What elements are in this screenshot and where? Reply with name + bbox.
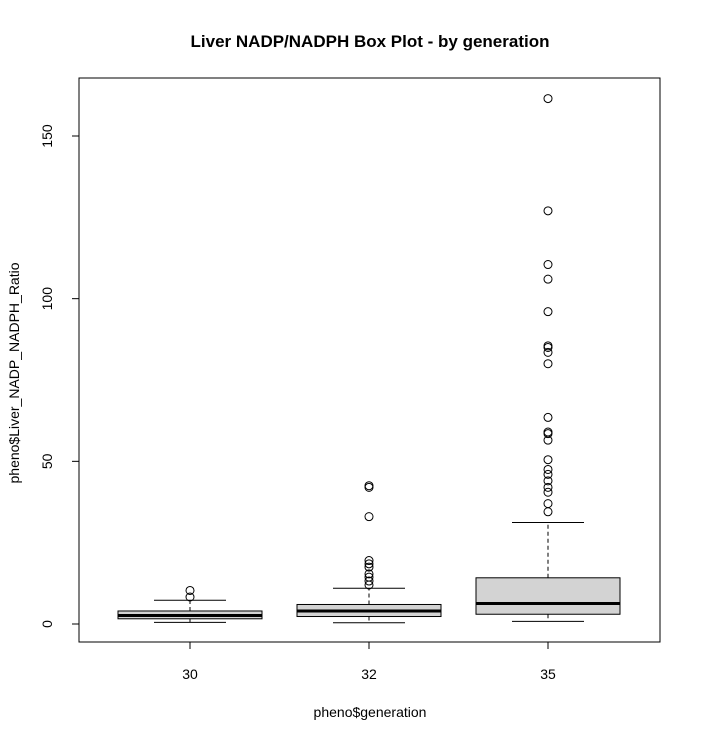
box-group: [296, 481, 442, 624]
outlier-point: [543, 455, 553, 465]
outlier-point: [543, 412, 553, 422]
outlier-point: [543, 476, 553, 486]
outlier-point: [543, 341, 553, 351]
y-tick-label: 0: [39, 620, 55, 628]
outlier-point: [364, 576, 374, 586]
box-group: [117, 585, 263, 623]
y-tick-label: 100: [39, 287, 55, 311]
x-axis: 30 32 35: [182, 641, 556, 682]
outlier-point: [364, 512, 374, 522]
outlier-point: [543, 94, 553, 104]
outlier-point: [364, 481, 374, 491]
outlier-point: [543, 427, 553, 437]
outlier-point: [543, 499, 553, 509]
y-axis: 0 50 100 150: [39, 124, 80, 628]
outlier-point: [185, 592, 195, 602]
y-axis-label: pheno$Liver_NADP_NADPH_Ratio: [6, 262, 22, 483]
outlier-point: [364, 562, 374, 572]
x-tick-label: 35: [540, 666, 556, 682]
outlier-point: [543, 274, 553, 284]
outlier-point: [543, 482, 553, 492]
outlier-point: [543, 464, 553, 474]
outlier-point: [543, 206, 553, 216]
outlier-point: [364, 559, 374, 569]
outlier-point: [364, 572, 374, 582]
outlier-point: [543, 487, 553, 497]
outlier-point: [543, 469, 553, 479]
y-tick-label: 150: [39, 124, 55, 148]
x-axis-label: pheno$generation: [314, 704, 427, 720]
x-tick-label: 32: [361, 666, 377, 682]
outlier-point: [185, 585, 195, 595]
outlier-point: [543, 260, 553, 270]
chart-title: Liver NADP/NADPH Box Plot - by generatio…: [191, 32, 550, 51]
y-tick-label: 50: [39, 453, 55, 469]
outlier-point: [543, 507, 553, 517]
outlier-point: [364, 556, 374, 566]
x-tick-label: 30: [182, 666, 198, 682]
outlier-point: [543, 307, 553, 317]
outlier-point: [364, 569, 374, 579]
outlier-point: [543, 347, 553, 357]
outlier-point: [543, 359, 553, 369]
boxes: [117, 94, 621, 624]
plot-frame: [78, 77, 661, 643]
box: [475, 577, 621, 615]
box-group: [475, 94, 621, 622]
